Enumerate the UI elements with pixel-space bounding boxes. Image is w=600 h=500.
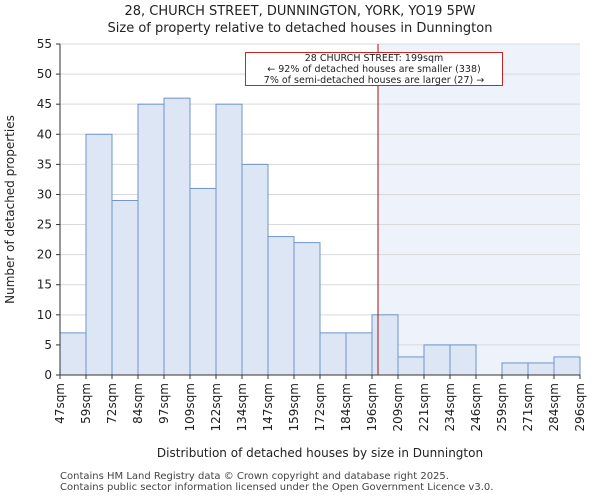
y-tick-label-50: 50 <box>37 67 52 81</box>
x-tick-label-47sqm: 47sqm <box>53 383 67 424</box>
bar-72sqm <box>111 199 139 376</box>
bar-184sqm <box>345 332 373 376</box>
footer-licence: Contains public sector information licen… <box>60 482 494 493</box>
x-tick-label-97sqm: 97sqm <box>157 383 171 424</box>
y-tick-label-10: 10 <box>37 308 52 322</box>
x-tick-label-259sqm: 259sqm <box>495 383 509 431</box>
annotation-line-2: ← 92% of detached houses are smaller (33… <box>267 64 481 75</box>
x-tick-label-296sqm: 296sqm <box>573 383 587 431</box>
bar-147sqm <box>267 236 295 376</box>
y-tick-label-15: 15 <box>37 278 52 292</box>
bar-47sqm <box>59 332 87 376</box>
y-tick-label-35: 35 <box>37 157 52 171</box>
x-tick-label-59sqm: 59sqm <box>79 383 93 424</box>
bar-209sqm <box>397 356 425 376</box>
chart-subtitle: Size of property relative to detached ho… <box>107 21 493 36</box>
y-tick-label-0: 0 <box>44 368 52 382</box>
bar-221sqm <box>423 344 451 376</box>
bar-271sqm <box>527 362 555 376</box>
y-tick-label-30: 30 <box>37 187 52 201</box>
annotation-line-1: 28 CHURCH STREET: 199sqm <box>304 53 444 64</box>
x-tick-label-271sqm: 271sqm <box>521 383 535 431</box>
y-tick-label-55: 55 <box>37 37 52 51</box>
x-tick-label-122sqm: 122sqm <box>209 383 223 431</box>
x-tick-label-72sqm: 72sqm <box>105 383 119 424</box>
x-tick-label-234sqm: 234sqm <box>443 383 457 431</box>
x-tick-label-209sqm: 209sqm <box>391 383 405 431</box>
y-tick-label-20: 20 <box>37 248 52 262</box>
bar-159sqm <box>293 242 321 376</box>
bar-134sqm <box>241 163 269 376</box>
x-tick-label-221sqm: 221sqm <box>417 383 431 431</box>
bar-122sqm <box>215 103 243 376</box>
y-tick-label-45: 45 <box>37 97 52 111</box>
x-tick-label-134sqm: 134sqm <box>235 383 249 431</box>
bar-97sqm <box>163 97 191 376</box>
x-tick-label-196sqm: 196sqm <box>365 383 379 431</box>
x-tick-label-246sqm: 246sqm <box>469 383 483 431</box>
x-axis-title: Distribution of detached houses by size … <box>157 446 483 460</box>
x-tick-label-147sqm: 147sqm <box>261 383 275 431</box>
bar-234sqm <box>449 344 477 376</box>
x-tick-label-184sqm: 184sqm <box>339 383 353 431</box>
x-tick-label-109sqm: 109sqm <box>183 383 197 431</box>
footer-copyright: Contains HM Land Registry data © Crown c… <box>60 471 449 482</box>
x-tick-label-284sqm: 284sqm <box>547 383 561 431</box>
annotation-line-3: 7% of semi-detached houses are larger (2… <box>263 75 485 86</box>
x-tick-label-172sqm: 172sqm <box>313 383 327 431</box>
y-tick-label-40: 40 <box>37 127 52 141</box>
chart-title: 28, CHURCH STREET, DUNNINGTON, YORK, YO1… <box>124 4 476 19</box>
x-tick-label-159sqm: 159sqm <box>287 383 301 431</box>
bar-59sqm <box>85 133 113 376</box>
bar-172sqm <box>319 332 347 376</box>
bar-259sqm <box>501 362 529 376</box>
y-axis-title: Number of detached properties <box>3 115 17 304</box>
bar-84sqm <box>137 103 165 376</box>
x-tick-label-84sqm: 84sqm <box>131 383 145 424</box>
bar-109sqm <box>189 187 217 376</box>
bar-196sqm <box>371 314 399 376</box>
y-tick-label-5: 5 <box>44 338 52 352</box>
y-tick-label-25: 25 <box>37 218 52 232</box>
bar-284sqm <box>553 356 581 376</box>
property-annotation: 28 CHURCH STREET: 199sqm ← 92% of detach… <box>245 52 503 86</box>
larger-region-shading <box>378 44 580 375</box>
